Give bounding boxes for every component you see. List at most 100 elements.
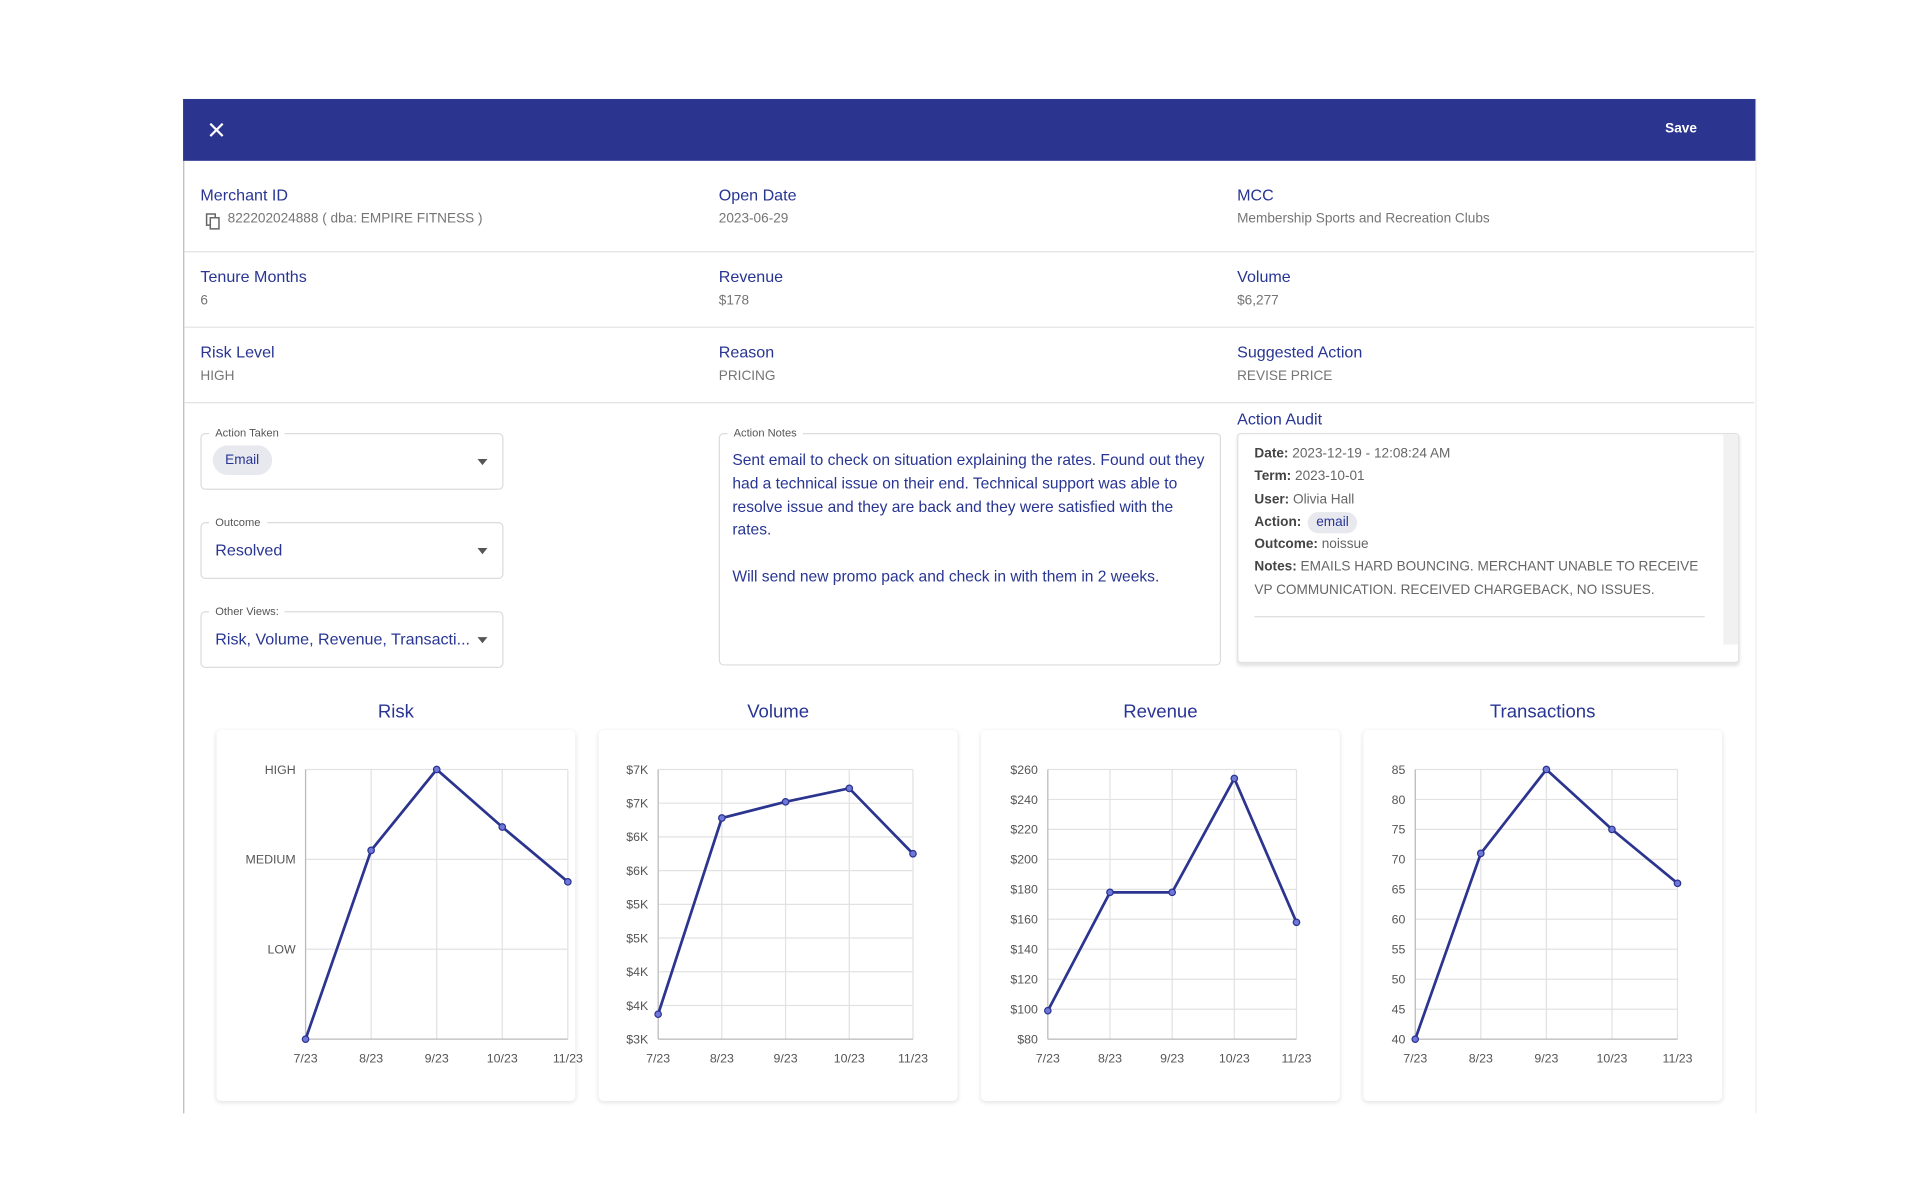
field-value: Risk, Volume, Revenue, Transacti... (215, 629, 471, 649)
y-tick-label: 65 (1392, 883, 1406, 897)
y-tick-label: $140 (1010, 943, 1038, 957)
field-label: Action Notes (727, 425, 803, 441)
audit-entry: Date: 2023-12-19 - 12:08:24 AM Term: 2023… (1254, 443, 1699, 601)
point (718, 814, 726, 822)
y-tick-label: $260 (1010, 763, 1038, 777)
scrollbar (1723, 434, 1739, 645)
y-tick-label: $4K (626, 965, 649, 979)
point (1043, 1006, 1052, 1015)
divider (184, 326, 1755, 328)
action-notes-textarea[interactable]: Action Notes Sent email to check on situ… (718, 425, 1222, 666)
x-tick-label: 9/23 (425, 1052, 449, 1066)
action-taken-select[interactable]: Action Taken Email (200, 425, 504, 490)
point (781, 798, 790, 806)
x-tick-label: 7/23 (1036, 1052, 1060, 1066)
chart-title: Transactions (1490, 701, 1596, 722)
audit-row: Outcome: noissue (1254, 533, 1699, 556)
close-button[interactable] (208, 121, 225, 138)
y-tick-label: $7K (626, 763, 649, 777)
point (1542, 765, 1551, 774)
field-label: Open Date (718, 185, 797, 205)
x-tick-label: 11/23 (553, 1052, 583, 1066)
y-tick-label: MEDIUM (246, 853, 296, 867)
y-tick-label: 85 (1392, 763, 1406, 777)
x-tick-label: 11/23 (1662, 1052, 1692, 1066)
point (301, 1035, 310, 1043)
field-label: Risk Level (200, 342, 275, 362)
field-value: 2023-06-29 (718, 211, 789, 227)
y-tick-label: 55 (1392, 943, 1406, 957)
x-tick-label: 8/23 (710, 1052, 734, 1066)
point (563, 878, 572, 886)
audit-row: Date: 2023-12-19 - 12:08:24 AM (1254, 443, 1699, 466)
audit-value: Olivia Hall (1293, 491, 1355, 507)
point (1292, 918, 1301, 927)
field-value: HIGH (200, 368, 235, 384)
field-label: MCC (1237, 185, 1274, 205)
y-tick-label: $4K (626, 999, 649, 1013)
y-tick-label: $80 (1017, 1032, 1038, 1046)
y-tick-label: 60 (1392, 913, 1406, 927)
copy-icon[interactable] (205, 213, 221, 230)
audit-row: User: Olivia Hall (1254, 488, 1699, 511)
audit-value: noissue (1321, 537, 1369, 552)
y-tick-label: $5K (626, 898, 649, 912)
save-button[interactable]: Save (1665, 121, 1697, 137)
y-tick-label: $7K (626, 797, 649, 811)
point (654, 1010, 662, 1019)
chip: email (1307, 512, 1358, 534)
field-label: Revenue (718, 267, 784, 286)
x-tick-label: 8/23 (1469, 1052, 1493, 1066)
audit-row: Notes: EMAILS HARD BOUNCING. MERCHANT UN… (1254, 556, 1699, 601)
chart-title: Revenue (1123, 701, 1197, 722)
point (1230, 774, 1239, 783)
x-tick-label: 7/23 (646, 1052, 670, 1066)
point (1673, 879, 1682, 888)
chip: Email (212, 445, 272, 476)
field-value: Resolved (215, 540, 283, 560)
y-tick-label: $6K (626, 830, 649, 844)
y-tick-label: LOW (268, 943, 296, 957)
audit-title: Action Audit (1237, 409, 1323, 429)
outcome-select[interactable]: Outcome Resolved (200, 514, 504, 579)
y-tick-label: 40 (1392, 1032, 1406, 1046)
point (432, 765, 441, 774)
y-tick-label: HIGH (265, 763, 296, 777)
audit-row: Term: 2023-10-01 (1254, 466, 1699, 489)
point (1411, 1035, 1420, 1043)
audit-box: Date: 2023-12-19 - 12:08:24 AM Term: 2023… (1237, 432, 1740, 664)
x-tick-label: 8/23 (359, 1052, 383, 1066)
x-tick-label: 9/23 (1160, 1052, 1184, 1066)
dialog-header: Save (183, 98, 1756, 161)
field-label: Tenure Months (200, 267, 307, 286)
field-value: $6,277 (1237, 293, 1279, 309)
x-tick-label: 7/23 (294, 1052, 318, 1066)
point (367, 846, 375, 855)
field-label: Volume (1237, 267, 1291, 286)
divider (184, 251, 1755, 253)
audit-label: User: (1254, 491, 1290, 507)
point (1106, 888, 1114, 897)
y-tick-label: 50 (1392, 973, 1406, 987)
y-tick-label: 80 (1392, 793, 1406, 807)
field-value: 6 (200, 293, 208, 309)
other-views-select[interactable]: Other Views: Risk, Volume, Revenue, Tran… (200, 603, 504, 669)
x-tick-label: 8/23 (1098, 1052, 1122, 1066)
y-tick-label: $220 (1010, 823, 1038, 837)
audit-label: Notes: (1254, 559, 1297, 575)
field-value: $178 (718, 293, 750, 309)
y-tick-label: 45 (1392, 1003, 1406, 1017)
audit-value: 2023-12-19 - 12:08:24 AM (1292, 446, 1451, 462)
y-tick-label: 70 (1392, 853, 1406, 867)
x-tick-label: 10/23 (834, 1052, 865, 1066)
x-tick-label: 11/23 (1281, 1052, 1311, 1066)
field-label: Suggested Action (1237, 342, 1363, 362)
field-value: PRICING (718, 368, 776, 384)
notes-paragraph: Will send new promo pack and check in wi… (732, 568, 1160, 586)
chart-title: Volume (747, 701, 809, 722)
point (909, 849, 917, 858)
audit-label: Term: (1254, 469, 1292, 485)
audit-value: EMAILS HARD BOUNCING. MERCHANT UNABLE TO… (1254, 559, 1699, 598)
y-tick-label: $5K (626, 931, 649, 945)
